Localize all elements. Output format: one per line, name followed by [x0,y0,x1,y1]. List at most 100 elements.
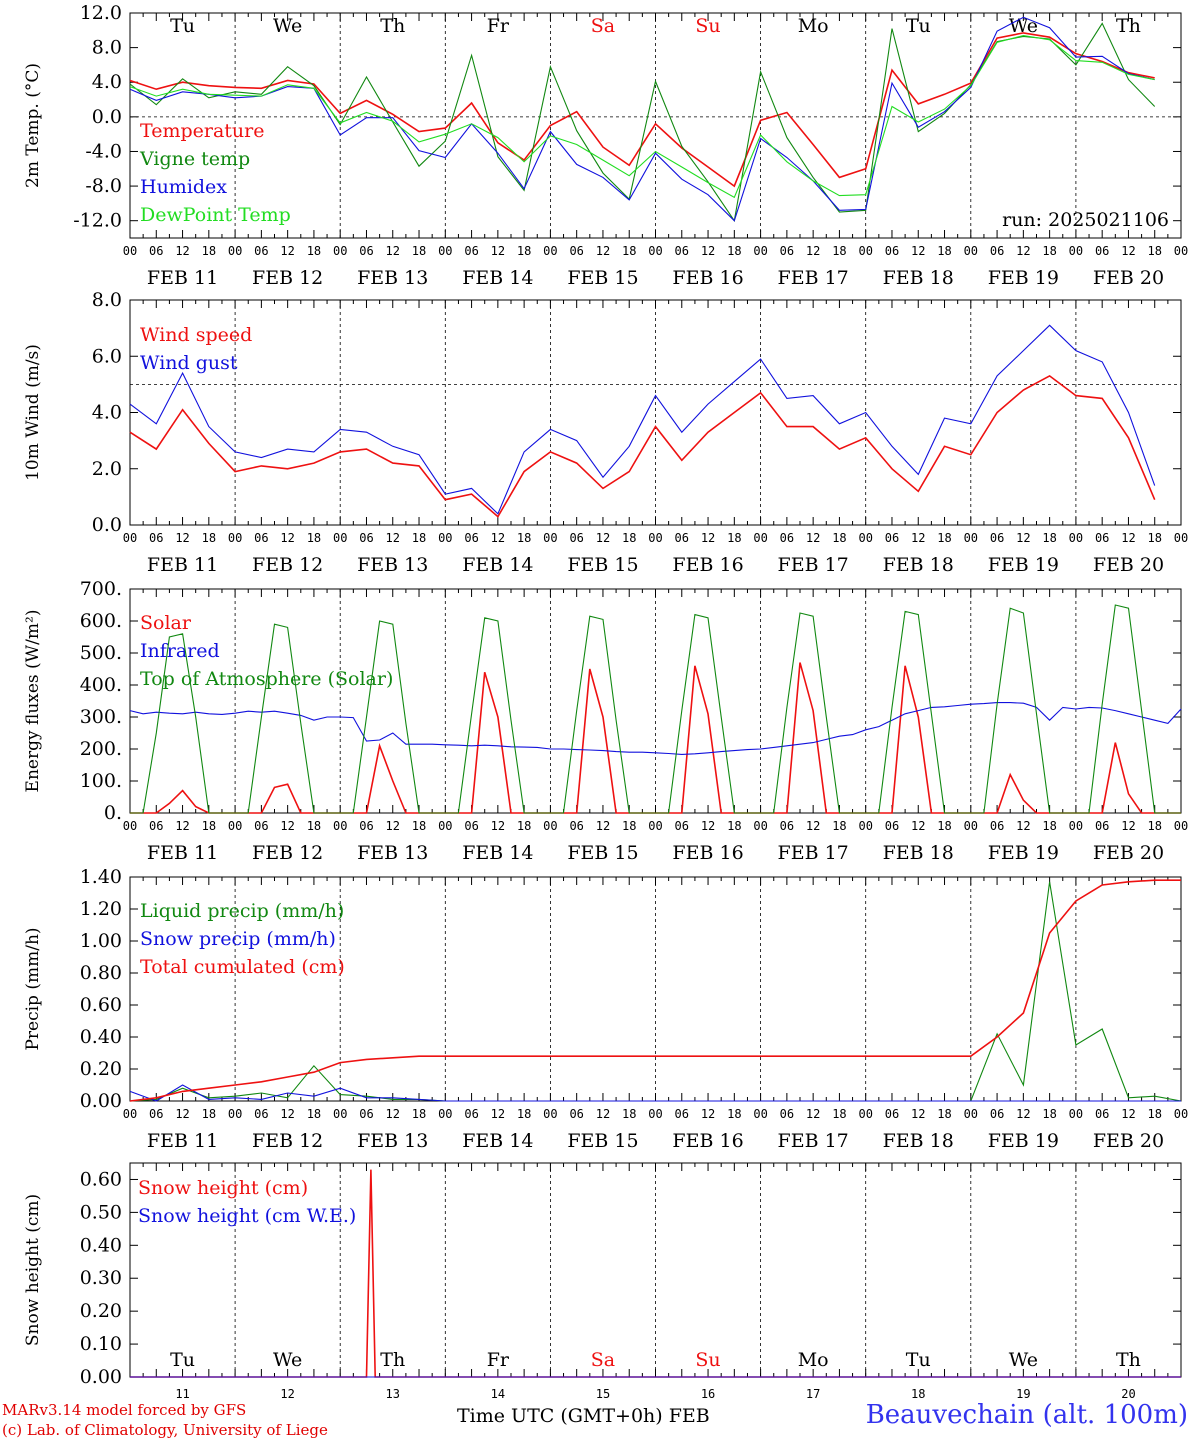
y-tick-label: 300. [80,706,122,728]
x-hour-label: 00 [123,531,137,545]
x-hour-label: 18 [1147,819,1161,833]
series-line-red [129,32,1155,188]
x-date-label: FEB 18 [883,1130,954,1152]
y-tick-label: 4.0 [92,402,122,424]
x-hour-label: 00 [1174,819,1188,833]
weekday-label: Th [1116,15,1141,37]
x-hour-label: 00 [123,819,137,833]
x-hour-label: 00 [964,819,978,833]
y-tick-label: 0.60 [80,1168,122,1190]
x-hour-label: 12 [1016,819,1030,833]
x-hour-label: 12 [701,244,715,258]
y-tick-label: 0.60 [80,994,122,1016]
x-date-label: FEB 19 [988,267,1059,289]
x-hour-label: 00 [438,531,452,545]
x-date-label: FEB 17 [778,267,849,289]
x-hour-label: 12 [1016,531,1030,545]
x-hour-label: 06 [1095,244,1109,258]
y-tick-label: 1.40 [80,866,122,888]
x-hour-label: 00 [1069,1107,1083,1121]
x-hour-label: 06 [359,244,373,258]
x-hour-label: 18 [517,531,531,545]
series-line-lightgreen [129,34,1155,199]
x-hour-label: 00 [1069,531,1083,545]
y-tick-label: 4.0 [92,71,122,93]
x-hour-label: 12 [1016,244,1030,258]
y-tick-label: 6.0 [92,345,122,367]
x-hour-label: 12 [596,531,610,545]
lab-credit: (c) Lab. of Climatology, University of L… [2,1421,328,1439]
day-number-label: 18 [911,1387,925,1401]
x-hour-label: 12 [280,819,294,833]
x-hour-label: 00 [1174,1107,1188,1121]
x-hour-label: 00 [1069,819,1083,833]
x-date-label: FEB 13 [357,1130,428,1152]
x-hour-label: 00 [648,531,662,545]
x-date-label: FEB 13 [357,842,428,864]
x-hour-label: 00 [228,244,242,258]
legend-entry: Infrared [140,640,220,662]
legend-entry: Snow precip (mm/h) [140,928,336,950]
x-hour-label: 06 [990,1107,1004,1121]
y-tick-label: 8.0 [92,289,122,311]
y-tick-label: 2.0 [92,458,122,480]
x-hour-label: 18 [622,244,636,258]
y-tick-label: 400. [80,674,122,696]
x-hour-label: 12 [1121,819,1135,833]
x-hour-label: 18 [307,819,321,833]
x-date-label: FEB 19 [988,842,1059,864]
x-hour-label: 18 [1042,819,1056,833]
x-hour-label: 18 [937,244,951,258]
series-line-red [129,374,1156,518]
x-date-label: FEB 14 [462,842,533,864]
x-hour-label: 18 [412,244,426,258]
x-hour-label: 00 [228,819,242,833]
x-hour-label: 12 [175,819,189,833]
weekday-label: Tu [906,1349,931,1371]
x-hour-label: 00 [964,1107,978,1121]
x-hour-label: 00 [753,244,767,258]
series-line-blue [129,1084,1181,1102]
x-hour-label: 12 [806,531,820,545]
x-date-label: FEB 12 [252,842,323,864]
x-hour-label: 00 [964,244,978,258]
day-number-label: 11 [175,1387,189,1401]
x-hour-label: 12 [596,1107,610,1121]
x-hour-label: 00 [858,819,872,833]
x-date-label: FEB 18 [883,842,954,864]
y-tick-label: 1.20 [80,898,122,920]
x-hour-label: 00 [753,531,767,545]
x-hour-label: 18 [937,819,951,833]
y-tick-label: 0.0 [92,514,122,536]
x-date-label: FEB 14 [462,554,533,576]
x-hour-label: 12 [386,244,400,258]
x-hour-label: 06 [569,1107,583,1121]
series-line-green [129,22,1156,223]
x-hour-label: 00 [1174,244,1188,258]
weekday-label: Th [1116,1349,1141,1371]
x-hour-label: 18 [937,531,951,545]
y-axis-label: Snow height (cm) [23,1194,43,1346]
x-hour-label: 18 [622,1107,636,1121]
legend-entry: Wind speed [140,324,252,346]
x-date-label: FEB 19 [988,554,1059,576]
y-tick-label: 500. [80,642,122,664]
y-tick-label: 0.10 [80,1333,122,1355]
series-line-blue [129,702,1182,755]
plot-frame [129,299,1182,526]
x-hour-label: 06 [780,819,794,833]
y-tick-label: 200. [80,738,122,760]
y-tick-label: 0.30 [80,1267,122,1289]
weekday-label: Fr [487,15,510,37]
day-number-label: 14 [491,1387,505,1401]
y-tick-label: 0.00 [80,1366,122,1388]
x-date-label: FEB 16 [672,842,743,864]
day-number-label: 13 [386,1387,400,1401]
panel-5: 0.60 0.50 0.40 0.30 0.20 0.10 0.00 Snow height … [23,1162,1182,1401]
x-hour-label: 06 [359,819,373,833]
y-tick-label: 0.40 [80,1026,122,1048]
panel-3: 700. 600. 500. 400. 300. 200. 100. 0. Energy flu… [23,578,1188,864]
plot-frame [129,588,1182,814]
x-hour-label: 00 [123,244,137,258]
x-hour-label: 00 [438,819,452,833]
